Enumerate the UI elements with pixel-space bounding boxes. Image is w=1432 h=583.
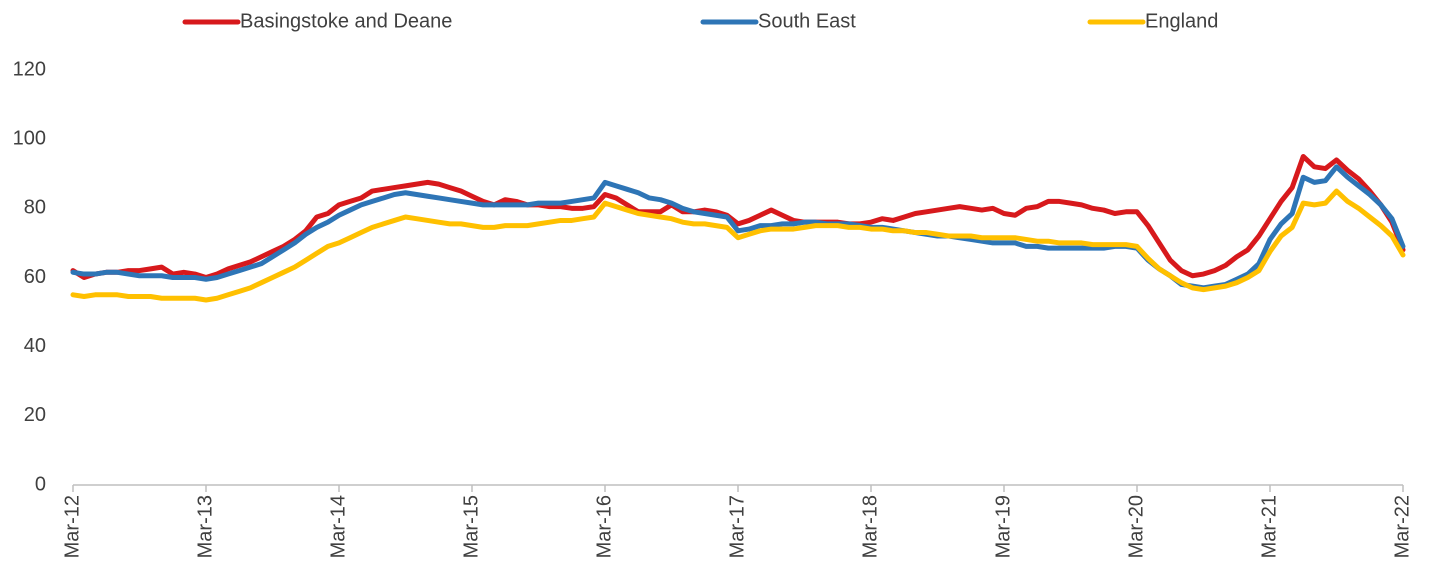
- y-tick-label: 40: [24, 335, 46, 357]
- legend-label: Basingstoke and Deane: [240, 10, 452, 32]
- y-tick-label: 120: [13, 58, 46, 80]
- series-line: [70, 188, 1406, 303]
- y-tick-label: 20: [24, 404, 46, 426]
- x-tick-label: Mar-20: [1125, 495, 1147, 558]
- x-tick-label: Mar-18: [859, 495, 881, 558]
- x-tick-label: Mar-17: [726, 495, 748, 558]
- y-tick-label: 60: [24, 266, 46, 288]
- y-tick-label: 100: [13, 127, 46, 149]
- x-tick-label: Mar-12: [61, 495, 83, 558]
- x-tick-label: Mar-14: [327, 495, 349, 558]
- x-tick-label: Mar-13: [194, 495, 216, 558]
- y-tick-label: 80: [24, 197, 46, 219]
- x-tick-label: Mar-16: [593, 495, 615, 558]
- x-tick-label: Mar-22: [1391, 495, 1413, 558]
- legend-label: South East: [758, 10, 856, 32]
- y-tick-label: 0: [35, 473, 46, 495]
- x-tick-label: Mar-19: [992, 495, 1014, 558]
- series-line: [70, 153, 1406, 280]
- x-tick-label: Mar-21: [1258, 495, 1280, 558]
- x-tick-label: Mar-15: [460, 495, 482, 558]
- series-line: [70, 164, 1406, 291]
- legend-label: England: [1145, 10, 1218, 32]
